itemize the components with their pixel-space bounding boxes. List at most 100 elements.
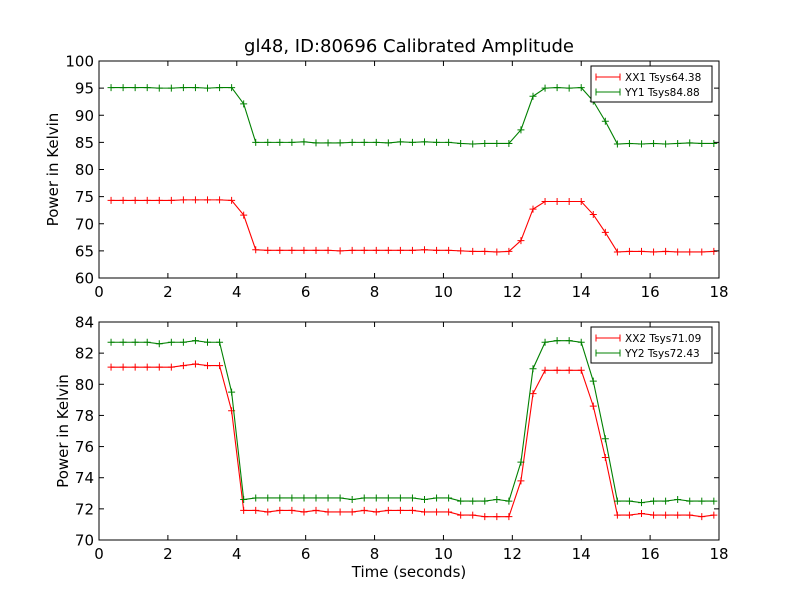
data-point xyxy=(408,494,416,502)
data-point xyxy=(288,138,296,146)
data-point xyxy=(360,246,368,254)
x-tick-label: 0 xyxy=(94,545,104,563)
x-tick-label: 16 xyxy=(641,283,660,301)
data-point xyxy=(638,247,645,255)
data-point xyxy=(119,338,127,346)
x-tick-label: 0 xyxy=(94,283,104,301)
data-point xyxy=(493,513,501,521)
data-point xyxy=(131,84,139,92)
data-point xyxy=(541,366,549,374)
data-point xyxy=(469,140,477,148)
x-tick-label: 2 xyxy=(163,283,173,301)
data-point xyxy=(179,338,187,346)
data-point xyxy=(155,84,163,92)
data-point xyxy=(336,247,344,255)
data-point xyxy=(650,248,658,256)
data-point xyxy=(529,390,537,398)
legend-label: XX1 Tsys64.38 xyxy=(625,72,701,84)
data-point xyxy=(493,496,501,504)
data-point xyxy=(565,84,573,92)
data-point xyxy=(408,246,416,254)
data-point xyxy=(131,338,139,346)
data-point xyxy=(204,338,211,346)
data-point xyxy=(553,84,561,92)
x-tick-label: 10 xyxy=(434,283,453,301)
data-point xyxy=(167,363,175,371)
data-point xyxy=(216,196,224,204)
data-point xyxy=(252,494,260,502)
data-point xyxy=(662,247,670,255)
data-point xyxy=(228,196,236,204)
data-point xyxy=(384,494,392,502)
top-subplot: 0 2 4 6 8 10 12 14 16 18 60 65 70 75 80 85 90 95 100 Power … xyxy=(44,53,729,301)
data-point xyxy=(457,511,465,519)
data-point xyxy=(517,237,525,245)
data-point xyxy=(372,138,380,146)
data-point xyxy=(264,494,272,502)
x-tick-label: 18 xyxy=(709,283,728,301)
x-tick-label: 6 xyxy=(301,545,311,563)
data-point xyxy=(601,453,609,461)
legend-marker xyxy=(595,349,621,357)
data-point xyxy=(324,139,332,147)
y-tick-label: 95 xyxy=(75,80,94,98)
chart-title: gl48, ID:80696 Calibrated Amplitude xyxy=(244,36,574,57)
data-point xyxy=(228,388,236,396)
legend-label: YY2 Tsys72.43 xyxy=(624,348,700,360)
y-axis-label: Power in Kelvin xyxy=(54,374,72,488)
data-point xyxy=(686,248,694,256)
y-tick-label: 75 xyxy=(75,188,94,206)
data-point xyxy=(421,508,428,516)
data-point xyxy=(674,496,682,504)
data-point xyxy=(613,497,621,505)
data-point xyxy=(421,138,428,146)
data-point xyxy=(481,139,489,147)
data-point xyxy=(686,511,694,519)
y-tick-label: 84 xyxy=(75,314,94,332)
data-point xyxy=(625,247,633,255)
data-point xyxy=(167,84,175,92)
data-point xyxy=(625,497,633,505)
x-tick-label: 10 xyxy=(434,545,453,563)
data-point xyxy=(421,246,428,254)
data-point xyxy=(167,338,175,346)
y-tick-label: 78 xyxy=(75,407,94,425)
x-tick-label: 12 xyxy=(503,283,522,301)
data-point xyxy=(698,497,706,505)
data-point xyxy=(396,246,404,254)
data-point xyxy=(686,139,694,147)
data-point xyxy=(445,494,453,502)
data-point xyxy=(324,508,332,516)
data-point xyxy=(107,84,115,92)
y-tick-label: 70 xyxy=(75,532,94,550)
data-point xyxy=(264,508,272,516)
data-point xyxy=(698,248,706,256)
data-point xyxy=(710,511,718,519)
x-tick-label: 16 xyxy=(641,545,660,563)
data-point xyxy=(686,497,694,505)
data-point xyxy=(143,84,151,92)
data-point xyxy=(481,247,489,255)
data-point xyxy=(143,363,151,371)
x-axis-label: Time (seconds) xyxy=(351,563,467,581)
data-point xyxy=(589,211,597,219)
legend-box xyxy=(590,65,713,103)
data-point xyxy=(650,511,658,519)
y-tick-label: 70 xyxy=(75,215,94,233)
data-point xyxy=(577,198,585,206)
data-point xyxy=(360,138,368,146)
x-tick-label: 6 xyxy=(301,283,311,301)
data-point xyxy=(589,402,597,410)
y-tick-label: 100 xyxy=(65,53,94,71)
x-tick-label: 18 xyxy=(709,545,728,563)
data-point xyxy=(710,247,718,255)
data-point xyxy=(613,248,621,256)
data-point xyxy=(288,506,296,514)
data-point xyxy=(408,506,416,514)
data-point xyxy=(565,337,573,345)
data-point xyxy=(276,494,284,502)
data-point xyxy=(155,363,163,371)
x-tick-label: 4 xyxy=(232,283,242,301)
data-point xyxy=(372,508,380,516)
